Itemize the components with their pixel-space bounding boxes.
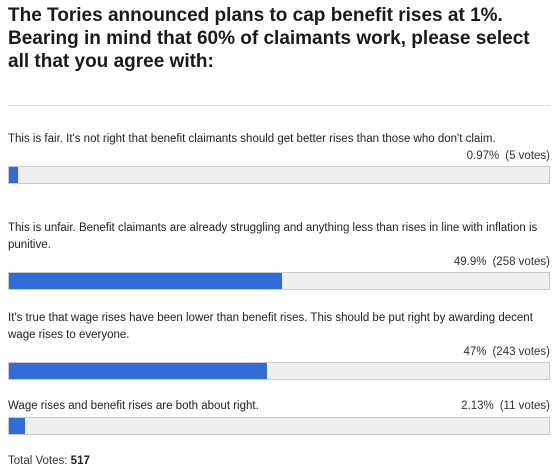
result-bar-track <box>8 272 550 290</box>
poll-option-1: This is fair. It's not right that benefi… <box>8 131 550 184</box>
result-bar-fill <box>9 167 19 183</box>
result-bar-fill <box>9 418 25 434</box>
option-stats: 49.9% (258 votes) <box>8 254 550 270</box>
poll-option-3: It's true that wage rises have been lowe… <box>8 310 550 380</box>
poll-option-2: This is unfair. Benefit claimants are al… <box>8 220 550 290</box>
option-percent: 47% <box>463 346 487 358</box>
result-bar-fill <box>9 273 283 289</box>
result-bar-fill <box>9 363 267 379</box>
option-label: This is fair. It's not right that benefi… <box>8 133 496 145</box>
option-votes: (258 votes) <box>492 256 550 268</box>
total-votes-label: Total Votes: <box>8 455 68 467</box>
result-bar-track <box>8 166 550 184</box>
poll-title: The Tories announced plans to cap benefi… <box>8 5 530 72</box>
option-stats: 0.97% (5 votes) <box>8 148 550 164</box>
result-bar-track <box>8 417 550 435</box>
option-label: Wage rises and benefit rises are both ab… <box>8 400 259 412</box>
option-percent: 2.13% <box>461 400 494 412</box>
option-stats: 47% (243 votes) <box>8 344 550 360</box>
title-divider <box>8 105 550 106</box>
option-label: This is unfair. Benefit claimants are al… <box>8 222 538 251</box>
option-votes: (11 votes) <box>499 400 550 412</box>
option-percent: 0.97% <box>466 150 500 162</box>
option-stats: 2.13% (11 votes) <box>461 398 550 414</box>
option-label: It's true that wage rises have been lowe… <box>8 312 533 341</box>
total-votes-value: 517 <box>70 455 90 467</box>
option-votes: (5 votes) <box>505 150 550 162</box>
option-percent: 49.9% <box>453 256 487 268</box>
result-bar-track <box>8 362 550 380</box>
total-votes: Total Votes: 517 <box>8 455 90 467</box>
poll-option-4: Wage rises and benefit rises are both ab… <box>8 398 550 435</box>
option-votes: (243 votes) <box>492 346 550 358</box>
